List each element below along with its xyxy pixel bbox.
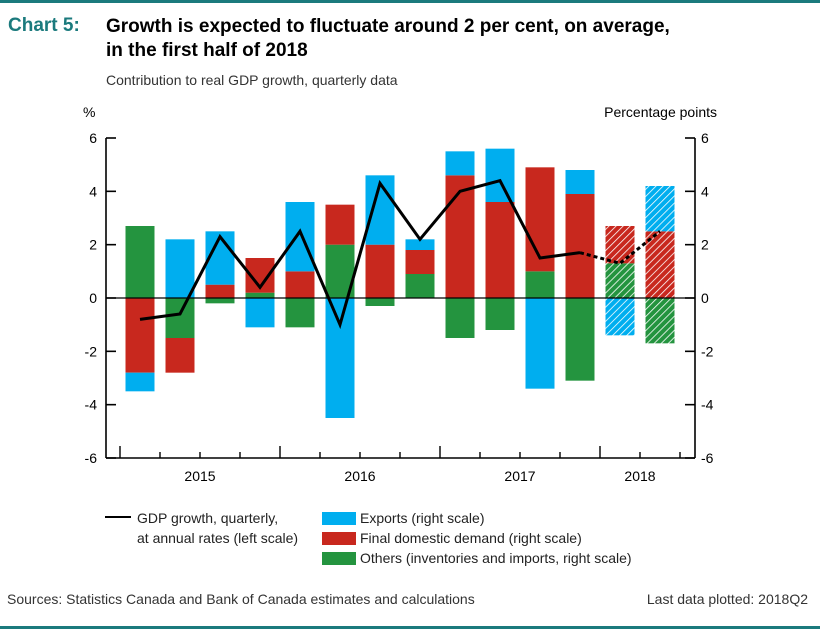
- legend-others: Others (inventories and imports, right s…: [360, 550, 632, 566]
- bar-exports-2016Q2: [325, 298, 355, 418]
- bar-fdd-2018Q1: [605, 226, 635, 264]
- bar-fdd-2017Q1: [445, 175, 475, 298]
- legend-gdp: GDP growth, quarterly, at annual rates (…: [137, 508, 298, 548]
- chart-subtitle: Contribution to real GDP growth, quarter…: [106, 72, 398, 88]
- right-tick-label: 6: [701, 130, 709, 146]
- bar-exports-2015Q4: [245, 298, 275, 328]
- bar-exports-2015Q1: [125, 372, 155, 392]
- bar-fdd-2018Q2: [645, 231, 675, 298]
- bar-fdd-2017Q4: [565, 194, 595, 298]
- bar-others-2018Q2: [645, 298, 675, 344]
- bar-exports-2018Q2: [645, 186, 675, 232]
- bottom-rule: [0, 626, 820, 629]
- legend-fdd-swatch: [322, 532, 356, 545]
- bar-fdd-2015Q2: [165, 338, 195, 373]
- left-tick-label: 4: [89, 183, 97, 199]
- bar-others-2015Q3: [205, 298, 235, 304]
- gdp-line-group: [139, 178, 661, 330]
- bar-exports-2015Q2: [165, 239, 195, 298]
- top-rule: [0, 0, 820, 3]
- bars-group: [125, 148, 675, 418]
- legend-gdp-line1: GDP growth, quarterly,: [137, 510, 279, 526]
- x-year-label: 2017: [504, 468, 535, 484]
- right-tick-label: 2: [701, 237, 709, 253]
- x-year-label: 2018: [624, 468, 655, 484]
- right-tick-label: -6: [701, 450, 714, 466]
- right-tick-label: -2: [701, 343, 714, 359]
- chart-title: Growth is expected to fluctuate around 2…: [106, 15, 806, 63]
- left-axis-unit: %: [83, 104, 96, 120]
- bar-others-2015Q1: [125, 226, 155, 298]
- legend-exports: Exports (right scale): [360, 510, 485, 526]
- bar-others-2016Q4: [405, 274, 435, 298]
- bar-fdd-2017Q3: [525, 167, 555, 272]
- legend-gdp-line2: at annual rates (left scale): [137, 530, 299, 546]
- legend-fdd: Final domestic demand (right scale): [360, 530, 582, 546]
- axes-group: -6 -6 -4 -4 -2 -2 0 0 2 2 4 4 6 6 2015 2016 2017 2018: [85, 130, 714, 484]
- bar-exports-2016Q1: [285, 202, 315, 272]
- bar-others-2017Q4: [565, 298, 595, 381]
- legend-others-swatch: [322, 552, 356, 565]
- gdp-line-actual: [139, 178, 581, 330]
- right-tick-label: 0: [701, 290, 709, 306]
- right-tick-label: -4: [701, 397, 714, 413]
- bar-others-2015Q2: [165, 298, 195, 338]
- left-tick-label: 2: [89, 237, 97, 253]
- chart-number-label: Chart 5:: [8, 15, 80, 36]
- chart-title-line-1: Growth is expected to fluctuate around 2…: [106, 16, 670, 37]
- chart-title-line-2: in the first half of 2018: [106, 40, 308, 61]
- bar-fdd-2016Q2: [325, 204, 355, 245]
- bar-others-2015Q4: [245, 292, 275, 298]
- x-year-label: 2015: [184, 468, 215, 484]
- bar-others-2018Q1: [605, 263, 635, 298]
- left-tick-label: -6: [85, 450, 98, 466]
- left-tick-label: 6: [89, 130, 97, 146]
- left-tick-label: 0: [89, 290, 97, 306]
- bar-others-2016Q1: [285, 298, 315, 328]
- last-data-note: Last data plotted: 2018Q2: [646, 591, 808, 607]
- bar-others-2017Q3: [525, 271, 555, 298]
- bar-exports-2017Q2: [485, 148, 515, 202]
- chart-canvas: -6 -6 -4 -4 -2 -2 0 0 2 2 4 4 6 6 2015 2016 2017 2018: [85, 130, 714, 484]
- bar-exports-2018Q1: [605, 298, 635, 336]
- sources-note: Sources: Statistics Canada and Bank of C…: [7, 591, 475, 607]
- bar-fdd-2015Q3: [205, 284, 235, 298]
- bar-fdd-2015Q1: [125, 298, 155, 373]
- right-tick-label: 4: [701, 183, 709, 199]
- legend-gdp-line-icon: [105, 516, 131, 518]
- bar-fdd-2016Q4: [405, 250, 435, 274]
- bar-fdd-2016Q1: [285, 271, 315, 298]
- bar-others-2017Q2: [485, 298, 515, 330]
- legend-exports-swatch: [322, 512, 356, 525]
- bar-exports-2016Q4: [405, 239, 435, 250]
- bar-exports-2017Q4: [565, 170, 595, 194]
- bar-others-2017Q1: [445, 298, 475, 338]
- x-year-label: 2016: [344, 468, 375, 484]
- bar-others-2016Q3: [365, 298, 395, 306]
- bar-fdd-2017Q2: [485, 202, 515, 298]
- bar-fdd-2016Q3: [365, 244, 395, 298]
- bar-exports-2017Q1: [445, 151, 475, 176]
- left-tick-label: -2: [85, 343, 98, 359]
- right-axis-unit: Percentage points: [604, 104, 717, 120]
- bar-exports-2017Q3: [525, 298, 555, 389]
- left-tick-label: -4: [85, 397, 98, 413]
